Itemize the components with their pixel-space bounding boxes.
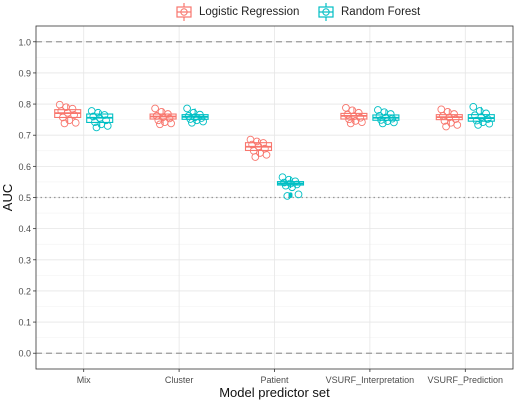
data-point	[358, 118, 366, 126]
data-point	[167, 119, 175, 128]
legend-label-random-forest: Random Forest	[341, 6, 421, 18]
data-point	[151, 104, 159, 113]
data-point	[197, 114, 206, 122]
x-tick-label: Cluster	[165, 375, 194, 385]
data-point	[288, 183, 296, 192]
data-point	[59, 113, 67, 122]
data-point	[103, 122, 112, 130]
data-point	[469, 103, 478, 111]
y-tick-label: 1.0	[18, 37, 31, 47]
y-tick-label: 0.5	[18, 193, 31, 203]
x-axis-title: Model predictor set	[219, 385, 330, 400]
y-tick-label: 0.4	[18, 224, 31, 234]
y-tick-label: 0.3	[18, 255, 31, 265]
axes: 0.0 0.1 0.2 0.3 0.4 0.5 0.6 0.7 0.8 0.9 1.0 Mix Clus…	[18, 37, 503, 385]
data-point	[390, 118, 398, 127]
data-point	[294, 190, 303, 199]
reference-lines	[36, 41, 513, 354]
x-tick-label: VSURF_Interpretation	[326, 375, 415, 385]
y-tick-label: 0.8	[18, 100, 31, 110]
y-tick-label: 0.0	[18, 349, 31, 359]
data-point	[55, 100, 64, 109]
data-point	[156, 120, 164, 129]
data-point	[342, 103, 350, 112]
data-point	[165, 114, 174, 123]
data-point	[251, 153, 260, 161]
data-point	[71, 118, 80, 127]
data-point	[442, 122, 450, 131]
x-tick-label: VSURF_Prediction	[428, 375, 504, 385]
data-point	[183, 104, 191, 113]
data-point	[378, 119, 387, 128]
legend: Logistic Regression Random Forest	[0, 0, 520, 24]
data-point	[388, 114, 397, 123]
data-point	[102, 116, 110, 125]
legend-key-logistic-regression	[176, 3, 192, 21]
legend-label-logistic-regression: Logistic Regression	[199, 6, 300, 18]
y-tick-label: 0.6	[18, 162, 31, 172]
data-point	[283, 192, 292, 200]
data-point	[451, 115, 460, 123]
legend-item-random-forest: Random Forest	[316, 2, 420, 22]
data-point	[70, 111, 78, 119]
data-point	[60, 119, 69, 128]
data-point	[262, 150, 271, 159]
data-point	[437, 105, 446, 114]
x-tick-label: Patient	[260, 375, 289, 385]
x-tick-label: Mix	[77, 375, 91, 385]
data-point	[92, 123, 101, 132]
data-point	[348, 106, 357, 115]
data-point	[482, 109, 490, 118]
legend-key-random-forest	[318, 3, 334, 21]
legend-item-logistic-regression: Logistic Regression	[174, 2, 299, 22]
data-point	[278, 173, 287, 182]
y-tick-label: 0.2	[18, 286, 31, 296]
data-points	[55, 100, 494, 200]
data-point	[188, 118, 196, 127]
y-tick-label: 0.1	[18, 318, 31, 328]
data-point	[199, 117, 207, 126]
y-tick-label: 0.9	[18, 68, 31, 78]
data-point	[196, 110, 204, 119]
y-tick-label: 0.7	[18, 131, 31, 141]
data-point	[453, 121, 462, 129]
data-point	[346, 119, 355, 128]
data-point	[474, 121, 482, 129]
y-axis-title: AUC	[0, 184, 15, 211]
data-point	[485, 119, 494, 128]
